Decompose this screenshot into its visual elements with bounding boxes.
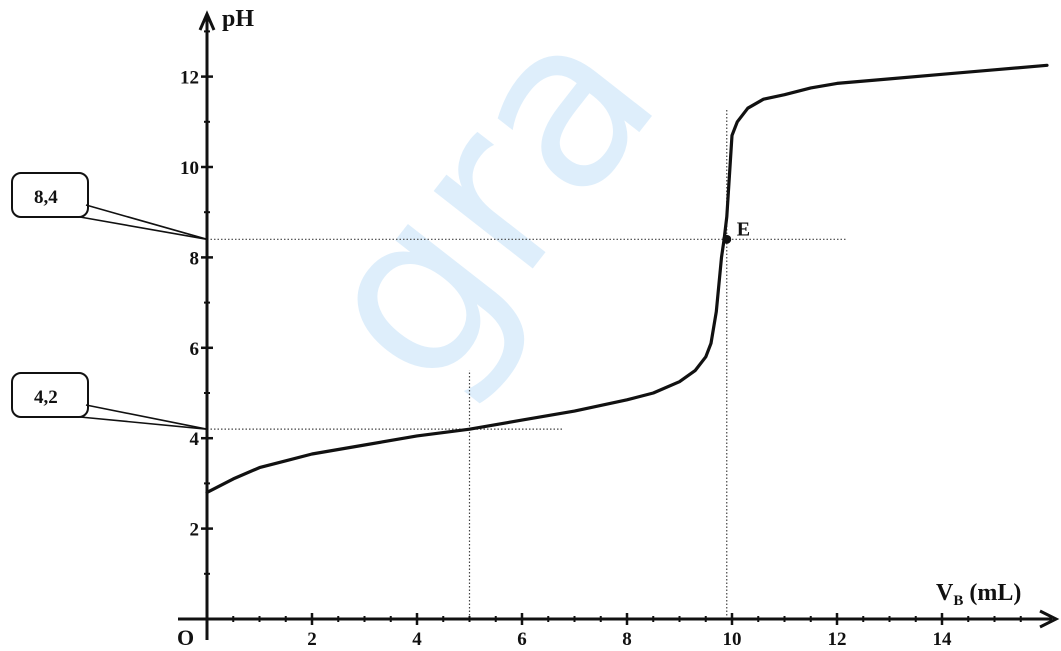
y-tick-label: 2	[190, 520, 200, 541]
x-tick-label: 6	[517, 629, 527, 650]
reference-lines	[207, 108, 848, 619]
x-tick-label: 14	[933, 629, 953, 650]
origin-label: O	[177, 625, 194, 650]
y-tick-label: 8	[190, 248, 200, 269]
callout-pointer	[85, 404, 208, 430]
y-tick-label: 4	[190, 429, 200, 450]
x-axis-label-sub: B	[953, 593, 963, 609]
callouts: 8,4 4,2	[11, 172, 208, 430]
watermark-text: gra	[263, 0, 708, 434]
callout-box	[11, 372, 89, 418]
callout-label: 8,4	[34, 187, 58, 208]
watermark: gra	[263, 0, 708, 434]
x-tick-label: 12	[828, 629, 847, 650]
ticks: 2 4 6 8 10 12 14 2 4 6 8 10 12	[180, 30, 1022, 650]
axis-labels: pH VB (mL) O	[177, 6, 1021, 650]
y-tick-label: 6	[190, 339, 200, 360]
curve-layer: E	[205, 63, 1049, 494]
y-tick-label: 10	[180, 158, 199, 179]
equivalence-point-marker	[722, 234, 732, 244]
callout-pointer	[85, 204, 208, 241]
equivalence-point-label: E	[737, 218, 750, 240]
x-tick-label: 2	[307, 629, 317, 650]
x-tick-label: 10	[723, 629, 742, 650]
callout-box	[11, 172, 89, 218]
x-tick-label: 8	[622, 629, 632, 650]
y-tick-label: 12	[180, 68, 199, 89]
x-axis-label-unit: (mL)	[969, 580, 1021, 606]
x-axis-arrow	[1039, 609, 1060, 629]
x-axis-label: VB (mL)	[936, 580, 1021, 609]
callout-pointer	[79, 416, 208, 430]
y-axis-arrow	[198, 10, 216, 31]
callout-label: 4,2	[34, 387, 58, 408]
y-axis-label: pH	[222, 6, 254, 32]
x-tick-label: 4	[412, 629, 422, 650]
titration-curve	[205, 63, 1049, 494]
x-axis-label-main: V	[936, 580, 954, 606]
callout-pointer	[79, 216, 208, 241]
